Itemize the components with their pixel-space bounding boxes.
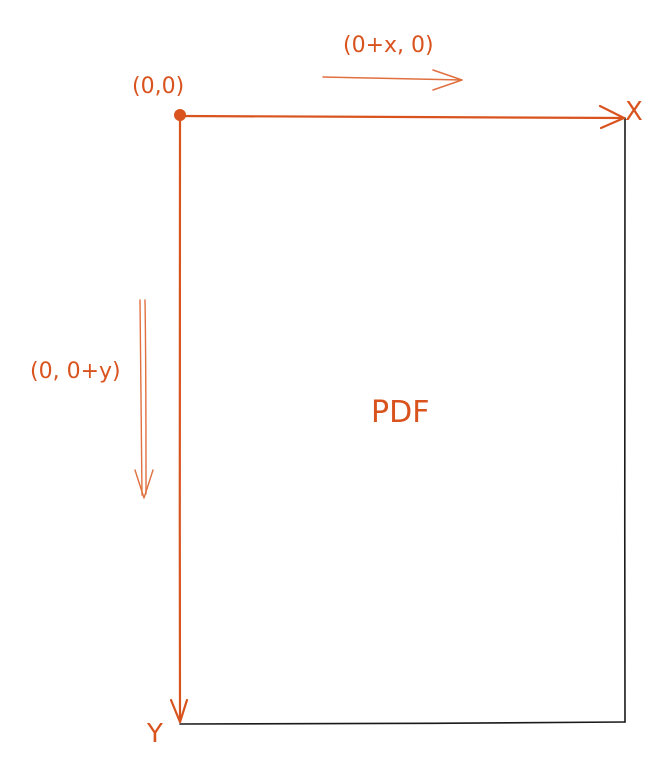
x-axis-label: X [625, 97, 643, 127]
origin-dot [174, 109, 186, 121]
y-axis [169, 114, 189, 724]
origin-label: (0,0) [132, 74, 184, 99]
y-axis-label: Y [146, 719, 163, 749]
pdf-label: PDF [371, 395, 429, 430]
y-direction-label: (0, 0+y) [30, 359, 121, 384]
y-axis-line [178, 114, 182, 724]
x-direction-arrow [322, 69, 463, 91]
page-right-edge [623, 117, 627, 723]
x-axis-line [178, 114, 626, 120]
x-direction-label: (0+x, 0) [343, 33, 434, 58]
pdf-page [179, 117, 627, 725]
x-axis-arrowhead [598, 104, 626, 130]
y-direction-arrow [134, 299, 154, 499]
page-bottom-edge [179, 721, 626, 725]
y-axis-arrowhead [169, 698, 189, 724]
x-axis [178, 104, 626, 130]
